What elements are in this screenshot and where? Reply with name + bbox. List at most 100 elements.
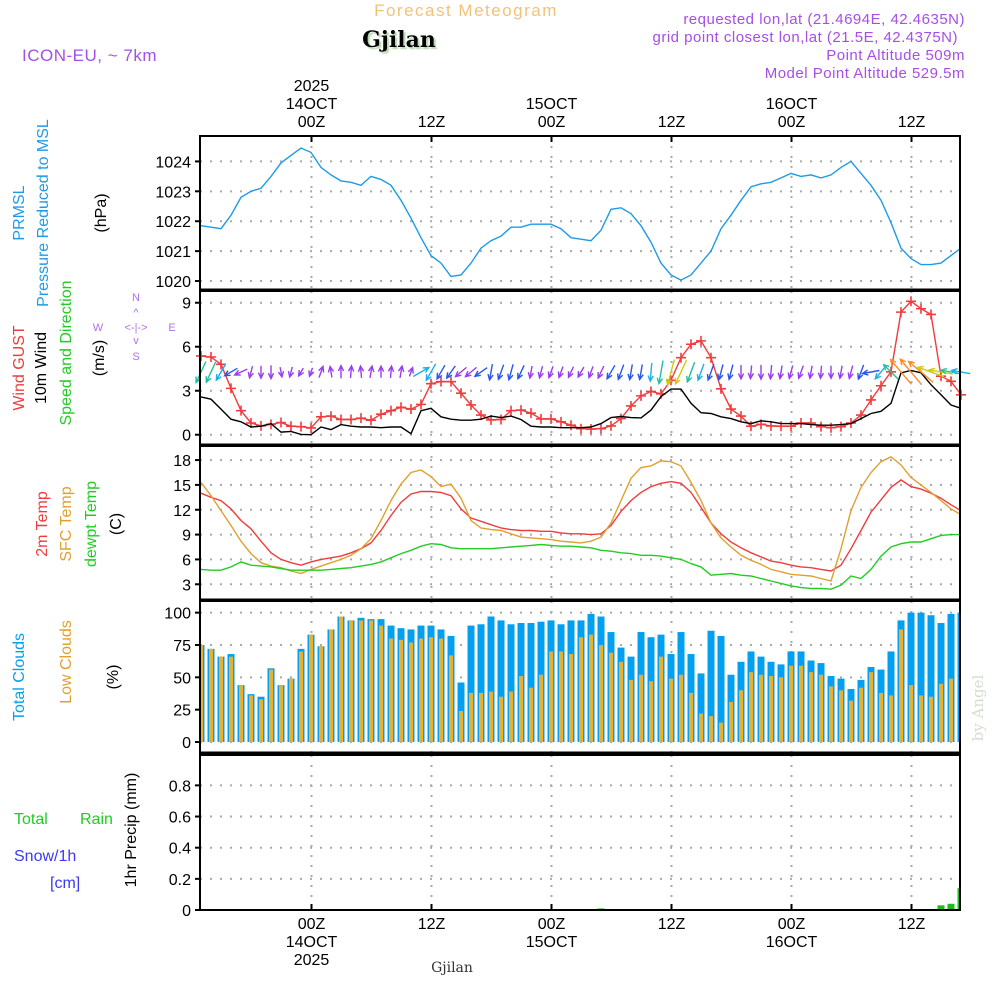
plot-area: 1020 1021 1022 1023 1024 0 3 6 9 3 6 9 12 15 18 0 25 50 75… bbox=[155, 78, 971, 969]
low-cloud-bar bbox=[249, 695, 253, 743]
low-cloud-bar bbox=[499, 696, 503, 743]
gust-marker bbox=[476, 410, 486, 421]
temp-unit-label: (C) bbox=[108, 513, 125, 535]
gust-marker bbox=[866, 394, 876, 405]
model-point-altitude: Model Point Altitude 529.5m bbox=[765, 65, 965, 82]
wind-arrow bbox=[939, 367, 962, 375]
total-cloud-bar bbox=[697, 673, 705, 743]
pressure-labels: PRMSL Pressure Reduced to MSL (hPa) bbox=[11, 119, 110, 307]
panel-frame bbox=[199, 754, 961, 911]
x-tick-label-top: 12Z bbox=[658, 114, 686, 131]
y-tick-label: 6 bbox=[182, 340, 191, 357]
wind-arrow bbox=[377, 364, 385, 378]
low-cloud-bar bbox=[619, 661, 623, 743]
low-cloud-bar bbox=[709, 716, 713, 743]
y-tick-label: 18 bbox=[173, 453, 191, 470]
compass-down: v bbox=[133, 335, 139, 347]
low-cloud-bar bbox=[449, 655, 453, 743]
gust-marker bbox=[716, 383, 726, 394]
location-title: Gjilan bbox=[362, 27, 436, 53]
chart-title: Forecast Meteogram bbox=[374, 1, 558, 20]
wind-arrow bbox=[327, 365, 335, 378]
y-tick-label: 1021 bbox=[155, 244, 191, 261]
gust-marker bbox=[816, 421, 826, 432]
wind-arrow bbox=[827, 365, 835, 380]
wind-arrow bbox=[837, 365, 844, 380]
low-cloud-bar bbox=[779, 677, 783, 743]
rain-bar bbox=[957, 888, 960, 910]
gust-marker bbox=[286, 421, 296, 432]
gust-marker bbox=[296, 421, 306, 432]
compass-n: N bbox=[132, 292, 140, 304]
wind-arrow bbox=[757, 364, 765, 381]
low-cloud-bar bbox=[519, 676, 523, 743]
gust-marker bbox=[636, 390, 646, 401]
gust-marker bbox=[416, 399, 426, 410]
wind-arrow bbox=[899, 358, 923, 386]
low-cloud-bar bbox=[429, 637, 433, 743]
low-cloud-bar bbox=[599, 644, 603, 743]
low-cloud-bar bbox=[359, 620, 363, 743]
low-cloud-bar bbox=[489, 691, 493, 743]
gust-marker bbox=[606, 420, 616, 431]
gust-marker bbox=[946, 376, 956, 387]
y-tick-label: 9 bbox=[182, 296, 191, 313]
gust-marker bbox=[566, 420, 576, 431]
gust-marker bbox=[496, 414, 506, 425]
gust-marker bbox=[306, 422, 316, 433]
panel-pressure: 1020 1021 1022 1023 1024 bbox=[155, 135, 962, 291]
wind-arrow bbox=[767, 365, 775, 381]
x-tick-label-bottom: 2025 bbox=[294, 952, 330, 969]
low-cloud-bar bbox=[579, 637, 583, 743]
gust-marker bbox=[546, 413, 556, 424]
gust-marker bbox=[356, 413, 366, 424]
low-cloud-bar bbox=[200, 644, 203, 743]
low-cloud-bar bbox=[609, 652, 613, 743]
y-tick-label: 75 bbox=[173, 638, 191, 655]
total-cloud-bar bbox=[487, 616, 495, 743]
wind-arrow bbox=[507, 364, 514, 382]
y-tick-label: 0 bbox=[182, 428, 191, 445]
gust-marker bbox=[596, 423, 606, 434]
gust-marker bbox=[216, 359, 226, 370]
y-tick-label: 3 bbox=[182, 384, 191, 401]
y-tick-label: 50 bbox=[173, 670, 191, 687]
x-tick-label-bottom: 00Z bbox=[538, 916, 566, 933]
footer-location: Gjilan bbox=[431, 960, 473, 976]
x-tick-label-bottom: 12Z bbox=[418, 916, 446, 933]
low-cloud-bar bbox=[419, 638, 423, 743]
low-cloud-bar bbox=[909, 685, 913, 743]
gust-marker bbox=[336, 414, 346, 425]
wind-arrow bbox=[817, 365, 825, 380]
low-cloud-bar bbox=[819, 674, 823, 743]
gust-marker bbox=[646, 386, 656, 397]
gust-marker bbox=[586, 424, 596, 435]
gust-marker bbox=[926, 309, 936, 320]
x-tick-label-bottom: 15OCT bbox=[526, 934, 578, 951]
y-tick-label: 0 bbox=[182, 903, 191, 920]
total-cloud-bar bbox=[947, 613, 955, 743]
wind-arrow bbox=[787, 365, 794, 380]
low-cloud-bar bbox=[669, 678, 673, 743]
compass-s: S bbox=[132, 351, 139, 363]
low-cloud-bar bbox=[309, 634, 313, 743]
wind-arrow bbox=[797, 365, 804, 380]
wind-arrow bbox=[717, 364, 724, 382]
gust-marker bbox=[506, 405, 516, 416]
gust-marker bbox=[676, 352, 686, 363]
y-tick-label: 6 bbox=[182, 552, 191, 569]
wind-arrow bbox=[637, 364, 644, 382]
y-tick-label: 0 bbox=[182, 735, 191, 752]
low-cloud-bar bbox=[529, 687, 533, 743]
wind-arrow bbox=[347, 364, 355, 379]
low-cloud-bar bbox=[339, 616, 343, 743]
gust-marker bbox=[736, 411, 746, 422]
wind-arrow bbox=[587, 366, 594, 380]
watermark: by Angel bbox=[969, 674, 987, 741]
low-cloud-bar bbox=[629, 679, 633, 743]
snow-label: Snow/1h bbox=[14, 848, 76, 865]
gust-marker bbox=[696, 335, 706, 346]
compass-up: ^ bbox=[133, 307, 139, 319]
low-cloud-bar bbox=[739, 690, 743, 743]
wind-arrow bbox=[597, 365, 605, 380]
